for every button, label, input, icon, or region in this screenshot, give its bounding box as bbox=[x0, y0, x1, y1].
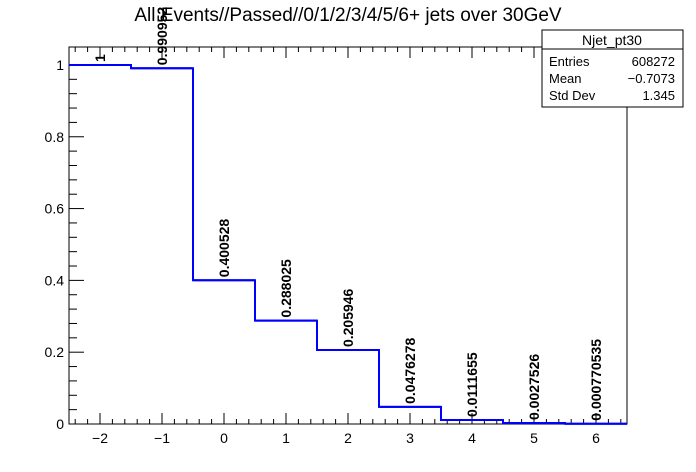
bin-value-label: 0.205946 bbox=[340, 288, 356, 347]
bin-value-label: 0.400528 bbox=[216, 219, 232, 278]
chart-title: All Events//Passed//0/1/2/3/4/5/6+ jets … bbox=[134, 5, 562, 26]
stats-box: Njet_pt30 Entries 608272 Mean −0.7073 St… bbox=[541, 29, 684, 108]
bin-value-label: 0.000770535 bbox=[588, 339, 604, 421]
y-tick-label: 1 bbox=[56, 57, 64, 73]
stats-mean-key: Mean bbox=[549, 71, 582, 86]
bin-value-label: 0.0111655 bbox=[464, 352, 480, 417]
axes: −2 −1 0 1 2 3 4 5 6 0 0.2 0.4 0.6 0.8 1 bbox=[45, 46, 628, 446]
stats-entries-value: 608272 bbox=[632, 54, 675, 69]
bin-value-label: 0.288025 bbox=[278, 259, 294, 318]
bin-value-label: 0.0476278 bbox=[402, 338, 418, 404]
stats-mean-value: −0.7073 bbox=[628, 71, 675, 86]
stats-entries-key: Entries bbox=[549, 54, 590, 69]
y-tick-label: 0 bbox=[56, 416, 64, 432]
histogram-line bbox=[69, 63, 627, 425]
bin-value-label: 0.0027526 bbox=[526, 354, 542, 420]
y-tick-label: 0.4 bbox=[45, 272, 65, 288]
x-tick-label: 2 bbox=[344, 430, 352, 446]
y-tick-label: 0.6 bbox=[45, 201, 65, 217]
x-tick-label: 3 bbox=[406, 430, 414, 446]
x-tick-label: −2 bbox=[92, 430, 108, 446]
stats-stddev-value: 1.345 bbox=[642, 88, 675, 103]
bin-value-label: 1 bbox=[92, 54, 108, 62]
stats-box-title: Njet_pt30 bbox=[582, 32, 642, 48]
x-tick-label: 5 bbox=[530, 430, 538, 446]
histogram-bins bbox=[69, 63, 627, 425]
x-tick-label: 4 bbox=[468, 430, 476, 446]
x-tick-label: 1 bbox=[282, 430, 290, 446]
bin-value-label: 0.990952 bbox=[154, 7, 170, 66]
y-tick-label: 0.2 bbox=[45, 344, 65, 360]
x-tick-label: 0 bbox=[220, 430, 228, 446]
stats-box-frame bbox=[541, 29, 684, 108]
x-tick-label: 6 bbox=[592, 430, 600, 446]
y-tick-label: 0.8 bbox=[45, 129, 65, 145]
bin-value-labels: 1 0.990952 0.400528 0.288025 0.205946 0.04762… bbox=[92, 7, 604, 421]
x-tick-label: −1 bbox=[154, 430, 170, 446]
stats-stddev-key: Std Dev bbox=[549, 88, 596, 103]
